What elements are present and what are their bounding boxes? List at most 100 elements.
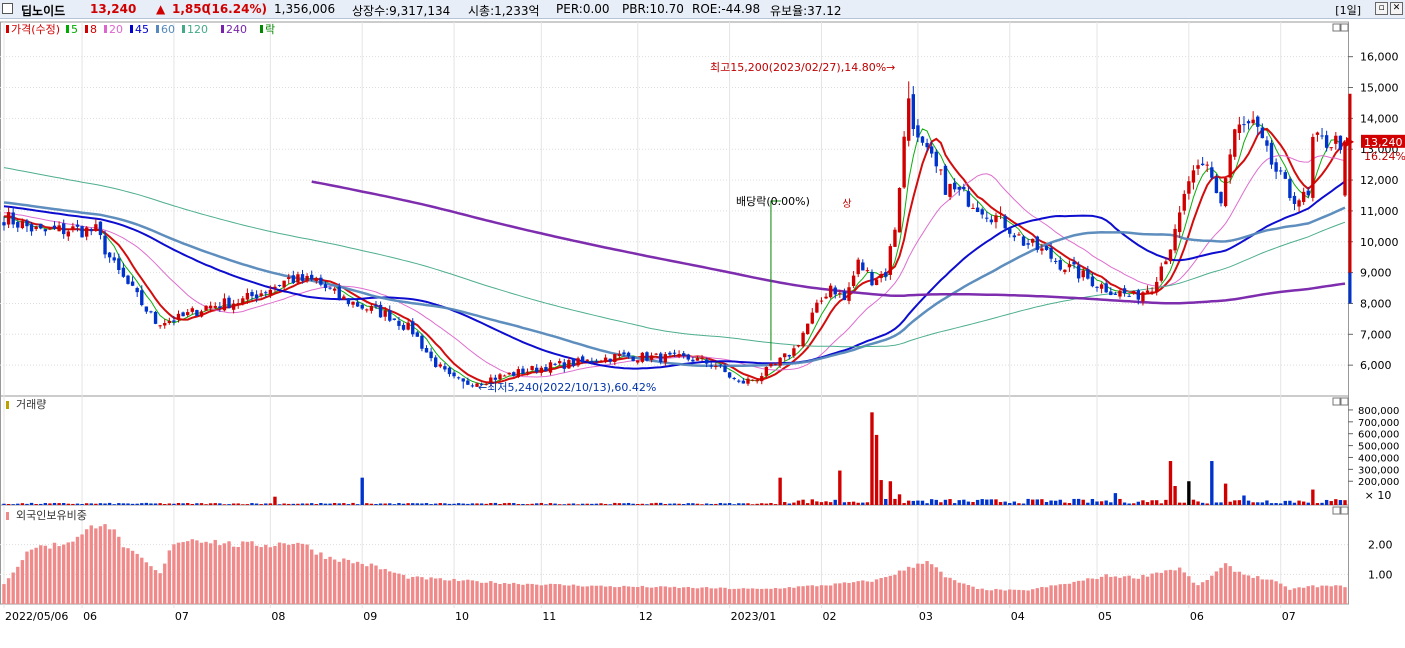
volume-bar: [319, 502, 323, 505]
panel-maximize-button[interactable]: [1340, 23, 1349, 32]
volume-bar: [273, 496, 277, 505]
candle-body: [1288, 178, 1292, 199]
volume-bar: [571, 503, 576, 505]
volume-bar: [1168, 461, 1173, 505]
candle-body: [117, 258, 121, 270]
foreign-ratio-bar: [447, 580, 452, 604]
foreign-ratio-bar: [681, 587, 686, 604]
foreign-ratio-bar: [392, 572, 397, 604]
foreign-ratio-bar: [236, 547, 240, 604]
candle-body: [1269, 142, 1274, 165]
foreign-ratio-bar: [62, 544, 66, 604]
foreign-ratio-bar: [718, 587, 723, 604]
foreign-ratio-bar: [186, 541, 190, 604]
select-checkbox[interactable]: [2, 3, 13, 14]
panel-minimize-button[interactable]: [1332, 23, 1341, 32]
foreign-ratio-bar: [204, 541, 208, 604]
candle-body: [227, 297, 231, 309]
foreign-ratio-bar: [631, 586, 635, 604]
candle-body: [401, 324, 406, 330]
current-price-tag-bg: [1361, 134, 1405, 148]
stock-chart[interactable]: 6,000 7,000 8,000 9,000 10,000 11,000 12,000 13…: [0, 19, 1405, 648]
foreign-ratio-bar: [411, 576, 415, 604]
volume-bar: [479, 503, 484, 505]
volume-bar: [576, 504, 580, 505]
foreign-ratio-bar: [360, 563, 364, 604]
foreign-ratio-bar: [6, 578, 11, 604]
volume-bar: [1196, 501, 1200, 505]
restore-button[interactable]: ▫: [1375, 2, 1388, 15]
foreign-ratio-bar: [1223, 563, 1228, 604]
foreign-ratio-bar: [1233, 571, 1237, 604]
volume-bar: [649, 503, 654, 505]
panel-maximize-button[interactable]: [1340, 397, 1349, 406]
candle-body: [640, 352, 645, 362]
candle-body: [801, 332, 805, 347]
foreign-ratio-bar: [888, 575, 893, 604]
foreign-ratio-bar: [640, 585, 645, 604]
volume-bar: [916, 500, 920, 505]
panel-minimize-button[interactable]: [1332, 397, 1341, 406]
volume-bar: [406, 503, 410, 505]
volume-bar: [130, 503, 135, 505]
candle-body: [1168, 249, 1173, 262]
foreign-ratio-bar: [626, 586, 631, 604]
volume-bar: [1205, 503, 1209, 505]
volume-bar: [1164, 499, 1168, 505]
panel-maximize-button[interactable]: [1340, 506, 1349, 515]
foreign-ratio-bar: [907, 566, 911, 604]
candle-body: [1343, 141, 1347, 196]
foreign-ratio-bar: [920, 563, 925, 604]
volume-bar: [1113, 493, 1118, 505]
foreign-ratio-bar: [971, 586, 975, 604]
candle-body: [1141, 292, 1145, 302]
foreign-ratio-bar: [672, 586, 677, 604]
foreign-ratio-bar: [319, 552, 323, 604]
volume-bar: [62, 503, 66, 505]
volume-bar: [645, 504, 649, 505]
volume-axis-tick-label: 500,000: [1358, 442, 1399, 453]
candle-body: [874, 279, 879, 286]
foreign-ratio-bar: [507, 583, 511, 604]
foreign-ratio-bar: [1246, 575, 1251, 604]
foreign-ratio-bar: [1095, 579, 1099, 604]
foreign-ratio-bar: [989, 590, 994, 604]
volume-bar: [778, 477, 782, 505]
period-selector[interactable]: [1일]: [1335, 4, 1361, 17]
panel-minimize-button[interactable]: [1332, 506, 1341, 515]
candle-body: [305, 275, 309, 282]
volume-bar: [1297, 500, 1301, 505]
candle-body: [603, 357, 608, 362]
candle-body: [613, 354, 617, 362]
volume-bar: [337, 503, 341, 505]
foreign-ratio-bar: [1040, 586, 1044, 604]
foreign-ratio-bar: [121, 547, 126, 604]
volume-bar: [401, 503, 406, 505]
volume-bar: [842, 502, 847, 505]
candle-body: [704, 359, 709, 364]
candle-body: [296, 274, 300, 283]
foreign-ratio-bar: [856, 581, 860, 604]
close-button[interactable]: ✕: [1390, 2, 1403, 15]
candle-body: [337, 286, 341, 299]
candle-body: [590, 360, 594, 363]
volume-bar: [562, 504, 566, 505]
stock-name[interactable]: 딥노이드: [21, 4, 66, 18]
candle-body: [254, 294, 259, 299]
candle-body: [1260, 127, 1265, 139]
candle-body: [1040, 248, 1044, 251]
volume-bar: [1159, 503, 1163, 505]
foreign-ratio-bar: [401, 574, 406, 604]
panel-frame-0: [0, 21, 1349, 397]
foreign-ratio-bar: [838, 583, 842, 604]
foreign-ratio-bar: [824, 585, 828, 604]
foreign-ratio-bar: [649, 587, 654, 604]
x-axis-date-label: 02: [822, 610, 836, 623]
volume-bar: [980, 499, 984, 505]
current-price-tag: 13,240: [1364, 136, 1403, 149]
price-axis-tick-label: 15,000: [1360, 82, 1399, 95]
low-annotation: ←최저5,240(2022/10/13),60.42%: [478, 381, 656, 394]
foreign-ratio-bar: [52, 542, 57, 604]
foreign-ratio-bar: [948, 577, 952, 604]
volume-bar: [750, 504, 755, 505]
